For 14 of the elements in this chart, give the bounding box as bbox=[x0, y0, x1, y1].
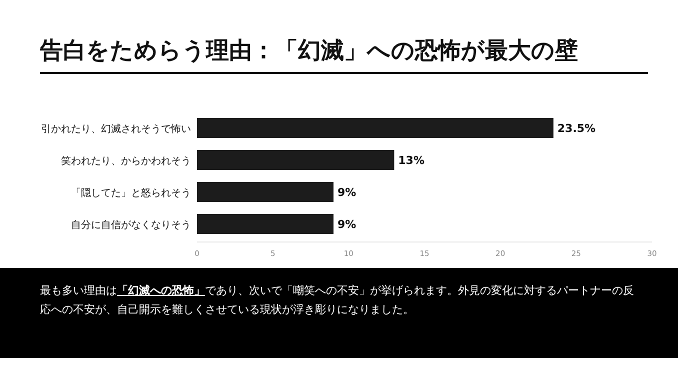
bar bbox=[197, 118, 554, 138]
bar bbox=[197, 214, 334, 234]
data-label: 23.5% bbox=[557, 122, 596, 135]
chart-title: 告白をためらう理由：「幻滅」への恐怖が最大の壁 bbox=[39, 37, 578, 64]
bar bbox=[197, 150, 394, 170]
data-label: 13% bbox=[398, 154, 425, 167]
data-label: 9% bbox=[338, 218, 356, 231]
data-label: 9% bbox=[338, 186, 356, 199]
y-tick-label: 「隠してた」と怒られそう bbox=[71, 187, 191, 199]
bar bbox=[197, 182, 334, 202]
y-tick-label: 引かれたり、幻滅されそうで怖い bbox=[41, 123, 191, 135]
y-tick-label: 笑われたり、からかわれそう bbox=[61, 155, 191, 167]
text: 最も多い理由は「幻滅への恐怖」であり、次いで「嘲笑への不安」が挙げられます。外見の変化に対するパートナーの反応への不安が、自己開示を難しくさせている現状が浮き彫りになりました。 bbox=[40, 283, 635, 318]
y-tick-label: 自分に自信がなくなりそう bbox=[71, 219, 191, 231]
